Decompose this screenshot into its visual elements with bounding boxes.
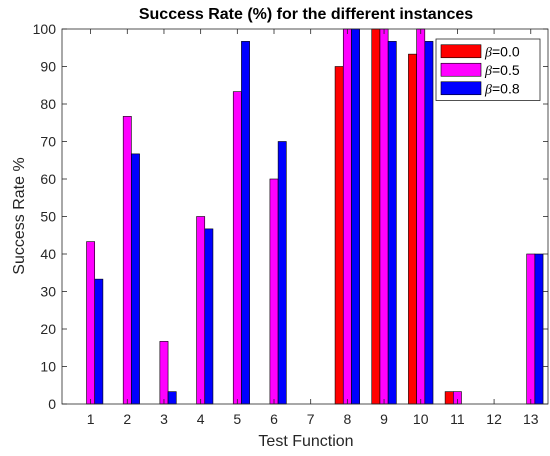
y-tick-label: 80 [40,96,56,112]
y-tick-label: 0 [48,396,56,412]
x-tick-label: 13 [523,411,539,427]
x-tick-label: 6 [270,411,278,427]
bar-2-6 [269,178,279,405]
bar-1-10 [408,53,417,405]
y-tick-label: 30 [40,284,56,300]
legend-swatch [440,81,482,96]
y-tick-label: 20 [40,321,56,337]
legend-beta-symbol: β [484,64,492,79]
x-tick-label: 4 [197,411,205,427]
x-axis-label: Test Function [258,433,353,450]
y-tick-label: 70 [40,134,56,150]
bar-2-8 [342,28,352,405]
y-tick-label: 90 [40,59,56,75]
x-tick-label: 7 [307,411,315,427]
x-tick-label: 11 [450,411,465,427]
bar-3-5 [241,41,250,405]
x-tick-label: 8 [343,411,351,427]
bar-2-9 [379,28,389,405]
y-tick-label: 100 [33,21,57,37]
chart-title: Success Rate (%) for the different insta… [139,6,473,23]
legend-label: β=0.0 [484,43,520,60]
legend-value: =0.5 [492,62,520,78]
legend-beta-symbol: β [484,82,492,97]
bar-3-1 [94,278,104,405]
legend-swatch [440,62,482,77]
bar-3-13 [534,253,544,405]
bar-2-2 [122,116,132,405]
legend-label: β=0.5 [484,62,520,79]
y-tick-label: 40 [40,246,56,262]
bar-3-6 [277,141,287,405]
bar-1-11 [444,391,454,405]
legend-value: =0.8 [492,80,520,96]
x-tick-label: 10 [413,411,429,427]
bar-2-1 [86,241,96,405]
x-tick-label: 9 [380,411,388,427]
y-tick-label: 60 [40,171,56,187]
bar-2-10 [416,28,426,405]
legend-label: β=0.8 [484,80,520,97]
bar-3-9 [387,41,397,405]
bar-1-9 [371,28,381,405]
y-tick-label: 10 [40,359,56,375]
y-axis-label: Success Rate % [11,157,28,274]
bar-2-13 [526,253,536,405]
legend: β=0.0β=0.5β=0.8 [435,38,541,101]
bar-1-8 [334,66,344,405]
x-tick-label: 2 [123,411,131,427]
bar-3-8 [351,28,360,405]
y-tick-label: 50 [40,209,56,225]
bar-3-3 [167,391,177,405]
x-tick-label: 5 [233,411,241,427]
legend-beta-symbol: β [484,45,492,60]
legend-swatch [440,44,482,59]
bar-2-4 [196,216,206,405]
bar-2-5 [232,91,242,405]
legend-value: =0.0 [492,43,520,59]
x-tick-label: 12 [486,411,502,427]
bar-3-10 [424,41,434,405]
x-tick-label: 1 [87,411,95,427]
bar-3-4 [204,228,214,405]
bar-2-3 [159,341,169,405]
x-tick-label: 3 [160,411,168,427]
bar-3-2 [131,153,140,405]
